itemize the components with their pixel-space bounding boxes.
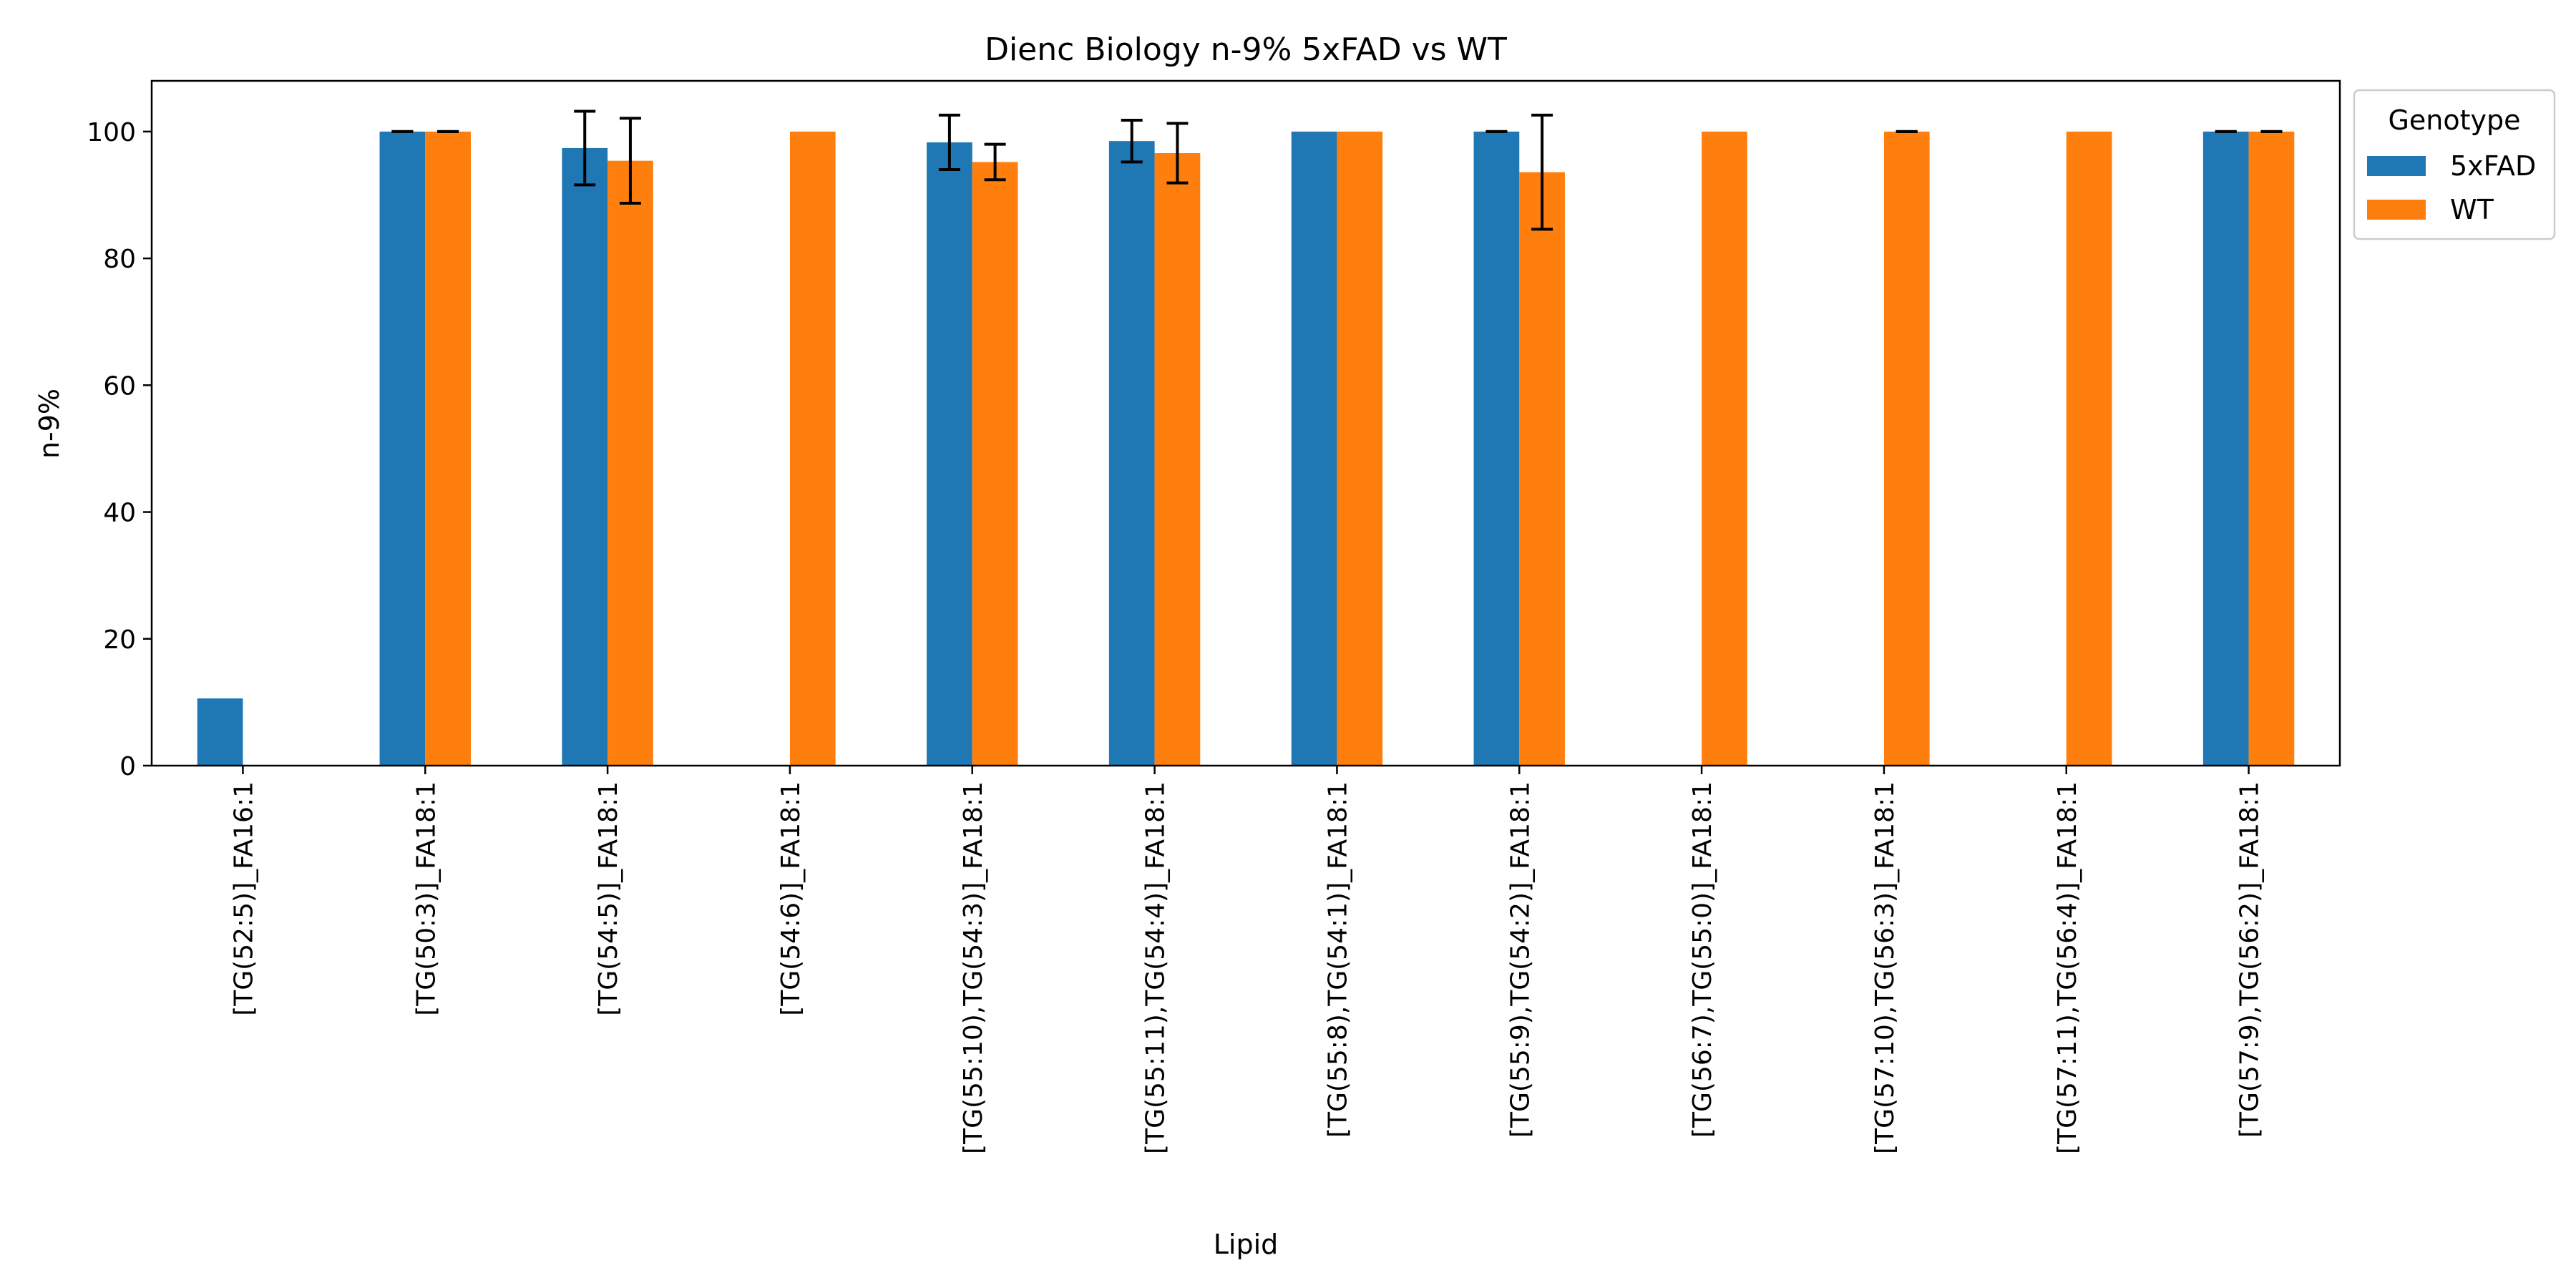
bar-5xfad-6 — [1291, 131, 1337, 766]
y-axis: 0 20 40 60 80 100 — [87, 118, 152, 781]
bar-5xfad-11 — [2202, 131, 2249, 766]
bar-wt-11 — [2248, 131, 2295, 766]
legend-swatch-wt — [2367, 200, 2426, 220]
y-tick-label-40: 40 — [103, 499, 136, 528]
x-tick-label-11: [TG(57:9),TG(56:2)]_FA18:1 — [2235, 781, 2265, 1138]
legend-label-5xfad: 5xFAD — [2450, 150, 2536, 182]
bar-wt-4 — [972, 162, 1018, 766]
x-axis: [TG(52:5)]_FA16:1 [TG(50:3)]_FA18:1 [TG(54… — [229, 766, 2265, 1154]
bar-wt-9 — [1883, 131, 1930, 766]
bar-5xfad-0 — [197, 698, 243, 766]
error-bar-5xfad-4 — [938, 113, 960, 172]
x-tick-label-7: [TG(55:9),TG(54:2)]_FA18:1 — [1506, 781, 1535, 1138]
error-bar-5xfad-2 — [574, 109, 596, 187]
x-tick-label-8: [TG(56:7),TG(55:0)]_FA18:1 — [1688, 781, 1717, 1138]
chart-title: Dienc Biology n-9% 5xFAD vs WT — [985, 31, 1507, 68]
bar-wt-5 — [1154, 153, 1201, 766]
error-bars-layer — [391, 109, 2283, 231]
bar-5xfad-2 — [562, 147, 608, 766]
bars-layer — [197, 131, 2295, 766]
bar-wt-8 — [1702, 131, 1747, 766]
bar-5xfad-5 — [1108, 141, 1155, 766]
y-tick-label-60: 60 — [103, 371, 136, 401]
y-tick-label-100: 100 — [87, 118, 136, 147]
x-tick-label-2: [TG(54:5)]_FA18:1 — [594, 781, 623, 1016]
x-axis-label: Lipid — [1214, 1229, 1279, 1260]
error-bar-wt-5 — [1166, 122, 1189, 185]
y-tick-label-20: 20 — [103, 625, 136, 655]
bar-5xfad-4 — [927, 142, 972, 766]
y-tick-label-80: 80 — [103, 245, 136, 274]
x-tick-label-10: [TG(57:11),TG(56:4)]_FA18:1 — [2053, 781, 2082, 1154]
x-tick-label-4: [TG(55:10),TG(54:3)]_FA18:1 — [959, 781, 988, 1154]
error-bar-wt-2 — [619, 117, 641, 205]
y-axis-label: n-9% — [34, 389, 65, 459]
legend-label-wt: WT — [2450, 194, 2494, 225]
x-tick-label-6: [TG(55:8),TG(54:1)]_FA18:1 — [1323, 781, 1352, 1138]
bar-wt-2 — [608, 160, 653, 766]
bar-5xfad-1 — [379, 131, 426, 766]
x-tick-label-9: [TG(57:10),TG(56:3)]_FA18:1 — [1870, 781, 1900, 1154]
bar-wt-7 — [1519, 172, 1565, 766]
bar-wt-3 — [789, 131, 836, 766]
legend-title: Genotype — [2388, 104, 2520, 136]
plot-frame — [150, 79, 2341, 767]
x-tick-label-5: [TG(55:11),TG(54:4)]_FA18:1 — [1141, 781, 1171, 1154]
x-tick-label-1: [TG(50:3)]_FA18:1 — [411, 781, 441, 1016]
bar-5xfad-7 — [1473, 131, 1520, 766]
bar-wt-10 — [2066, 131, 2112, 766]
legend: Genotype 5xFAD WT — [2353, 89, 2556, 240]
legend-swatch-5xfad — [2367, 156, 2426, 176]
bar-wt-6 — [1337, 131, 1383, 766]
x-tick-label-3: [TG(54:6)]_FA18:1 — [776, 781, 806, 1016]
bar-wt-1 — [425, 131, 471, 766]
x-tick-label-0: [TG(52:5)]_FA16:1 — [229, 781, 258, 1016]
error-bar-5xfad-5 — [1121, 118, 1143, 164]
y-tick-label-0: 0 — [119, 752, 136, 781]
error-bar-wt-4 — [984, 142, 1006, 182]
error-bar-wt-7 — [1531, 113, 1553, 231]
